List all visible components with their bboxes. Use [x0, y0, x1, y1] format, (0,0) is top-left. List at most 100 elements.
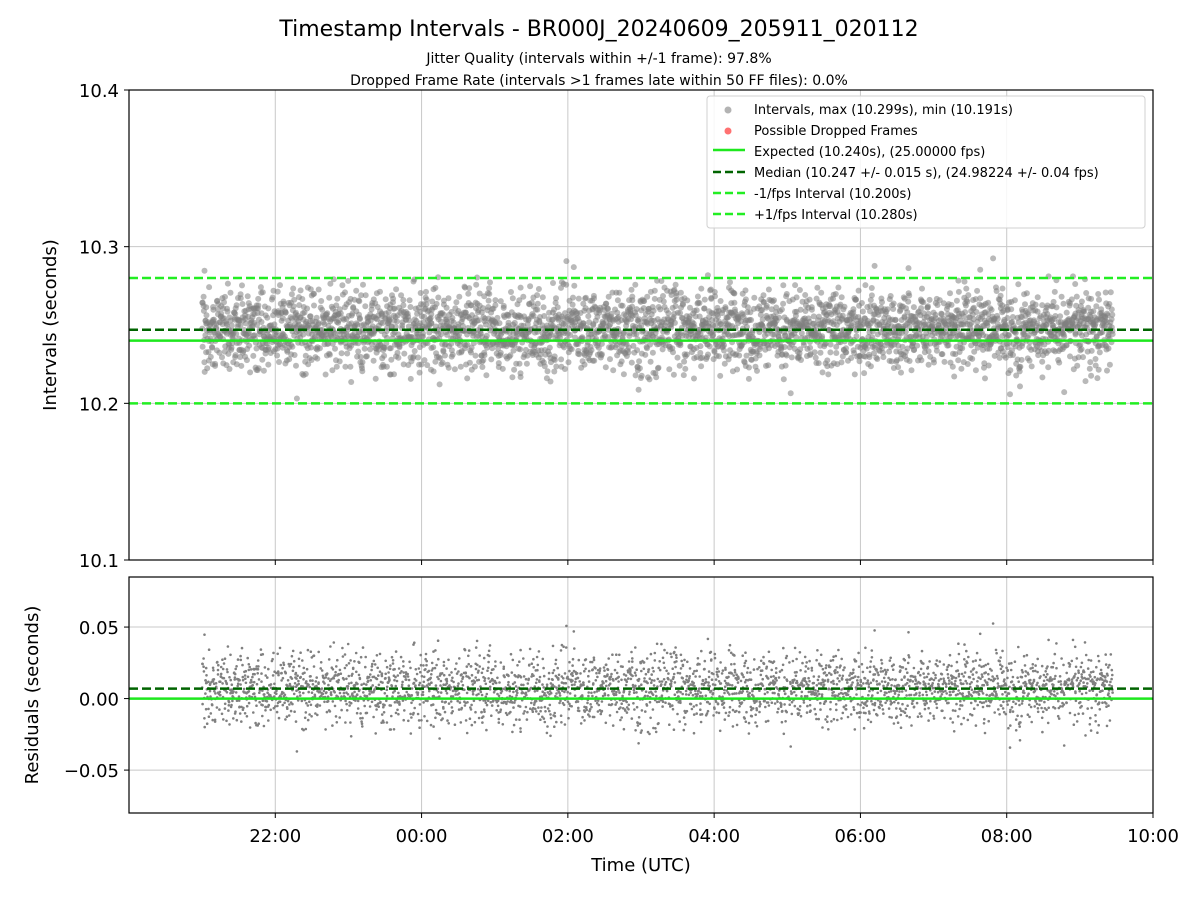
legend-label-dropped: Possible Dropped Frames [754, 124, 918, 139]
residual-point [302, 678, 305, 681]
residual-point [537, 650, 541, 653]
interval-point [754, 367, 760, 374]
residual-point [376, 666, 380, 670]
residual-point [234, 667, 237, 671]
interval-point [259, 356, 266, 363]
residual-point [567, 677, 570, 681]
residual-point [258, 700, 261, 704]
residual-point [201, 702, 204, 706]
residual-point [562, 645, 565, 648]
residual-point [473, 720, 477, 724]
interval-point [307, 286, 314, 293]
residual-point [292, 659, 296, 663]
interval-point [319, 306, 326, 313]
residual-point [211, 718, 214, 722]
residual-point [247, 668, 251, 672]
residual-point [470, 723, 474, 727]
residual-point [397, 667, 401, 670]
interval-point [563, 258, 570, 265]
residual-point [256, 659, 260, 662]
residual-point [571, 671, 574, 675]
interval-point [693, 307, 700, 314]
residual-point [360, 722, 364, 725]
residuals-grid [129, 577, 1153, 813]
residual-point [532, 674, 535, 677]
interval-point [636, 316, 643, 323]
interval-point [1023, 290, 1030, 297]
interval-point [778, 306, 785, 313]
interval-point [977, 295, 984, 302]
residual-point [256, 672, 260, 675]
residual-point [346, 687, 350, 690]
interval-point [443, 304, 450, 311]
interval-point [548, 331, 555, 338]
residual-point [439, 679, 443, 683]
residual-point [308, 685, 312, 689]
residual-point [522, 675, 526, 678]
residual-point [361, 646, 365, 649]
residual-point [308, 700, 311, 703]
interval-point [476, 290, 483, 297]
interval-point [297, 287, 304, 294]
interval-point [534, 300, 541, 307]
interval-point [421, 357, 428, 364]
interval-point [420, 333, 426, 340]
residual-point [399, 655, 403, 659]
residual-point [331, 700, 335, 703]
residual-point [615, 653, 618, 656]
legend-label-expected: Expected (10.240s), (25.00000 fps) [754, 145, 985, 160]
residual-point [336, 658, 339, 662]
interval-point [965, 292, 972, 299]
interval-point [798, 357, 804, 363]
residual-point [571, 664, 574, 667]
residual-point [261, 714, 264, 718]
interval-point [250, 352, 257, 359]
interval-point [558, 356, 565, 363]
interval-point [517, 346, 524, 353]
interval-point [325, 340, 332, 347]
interval-point [636, 365, 643, 372]
interval-point [347, 363, 354, 370]
interval-point [466, 285, 473, 292]
interval-point [959, 345, 966, 352]
residual-point [535, 655, 539, 659]
residual-point [547, 671, 551, 675]
interval-point [698, 363, 705, 370]
interval-point [677, 289, 684, 296]
residual-point [347, 662, 351, 665]
residual-point [610, 672, 613, 676]
interval-point [398, 292, 405, 299]
interval-point [680, 372, 687, 379]
interval-point [598, 340, 605, 347]
interval-point [439, 359, 446, 366]
interval-point [1072, 281, 1079, 287]
residual-point [281, 703, 285, 707]
interval-point [1007, 367, 1014, 374]
interval-point [947, 290, 953, 297]
interval-point [636, 358, 643, 365]
interval-point [651, 287, 658, 294]
residual-point [611, 724, 615, 727]
interval-point [316, 345, 323, 352]
residual-point [421, 693, 425, 697]
residual-point [448, 673, 451, 677]
interval-point [817, 349, 824, 356]
interval-point [657, 306, 664, 313]
residual-point [579, 722, 583, 725]
interval-point [931, 359, 937, 366]
residual-point [581, 715, 584, 719]
interval-point [307, 313, 314, 320]
interval-point [569, 301, 576, 308]
interval-point [487, 279, 493, 286]
residual-point [397, 691, 400, 695]
residual-point [202, 665, 205, 668]
interval-point [423, 301, 430, 308]
interval-point [258, 319, 265, 325]
residual-point [449, 700, 453, 703]
chart-title: Timestamp Intervals - BR000J_20240609_20… [278, 17, 918, 42]
interval-point [423, 288, 429, 295]
interval-point [1109, 311, 1116, 318]
interval-point [629, 303, 636, 310]
interval-point [1073, 293, 1080, 300]
interval-point [1056, 359, 1063, 366]
